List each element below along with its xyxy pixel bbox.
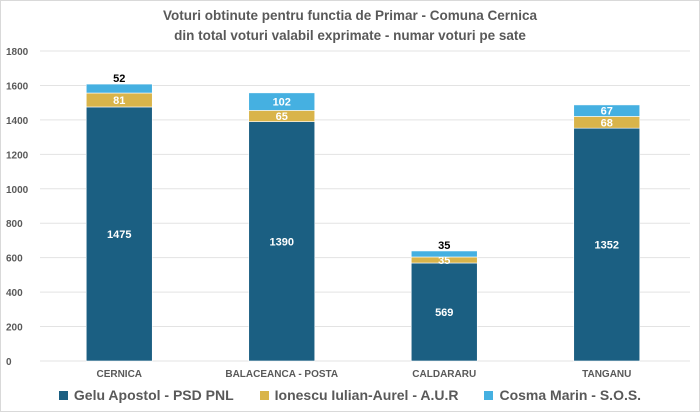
data-label: 68 [601,117,613,129]
legend: Gelu Apostol - PSD PNL Ionescu Iulian-Aur… [0,387,700,403]
data-label: 81 [113,95,125,107]
y-tick-label: 1800 [6,47,29,58]
y-tick-label: 600 [6,254,23,265]
legend-item: Gelu Apostol - PSD PNL [58,387,234,403]
y-tick-label: 800 [6,219,23,230]
bar-segment [248,92,316,111]
legend-swatch [259,390,269,400]
title-line: Voturi obtinute pentru functia de Primar… [162,8,538,23]
bar-segment [85,106,153,362]
data-label: 35 [438,255,450,267]
data-label: 65 [276,111,288,123]
bar-segment [573,127,641,362]
x-tick-label: CERNICA [96,369,142,380]
x-tick-label: BALACEANCA - POSTA [225,369,338,380]
legend-label: Gelu Apostol - PSD PNL [73,387,234,403]
bar-segment [410,262,478,362]
data-label: 1390 [270,236,294,248]
legend-label: Ionescu Iulian-Aurel - A.U.R [274,387,459,403]
x-tick-label: TANGANU [582,369,631,380]
data-label: 1475 [107,229,131,241]
y-tick-label: 200 [6,323,23,334]
data-label: 569 [435,307,453,319]
x-tick-label: CALDARARU [412,369,476,380]
chart-title: Voturi obtinute pentru functia de Primar… [0,6,700,46]
data-label: 52 [113,73,125,85]
y-tick-label: 1200 [6,150,29,161]
y-tick-label: 400 [6,288,23,299]
data-label: 1352 [595,240,619,252]
y-tick-label: 1600 [6,81,29,92]
data-label: 35 [438,240,450,252]
bar-segment [573,104,641,117]
bar-segment [410,250,478,258]
legend-label: Cosma Marin - S.O.S. [499,387,642,403]
legend-swatch [58,390,68,400]
data-label: 67 [601,106,613,118]
subtitle-line: din total voturi valabil exprimate - num… [174,28,526,43]
y-tick-label: 1400 [6,116,29,127]
y-tick-label: 1000 [6,185,29,196]
data-label: 102 [273,97,291,109]
legend-item: Cosma Marin - S.O.S. [484,387,641,403]
bar-segment [85,83,153,94]
y-tick-label: 0 [6,357,12,368]
bar-segment [248,121,316,362]
legend-swatch [484,390,494,400]
legend-item: Ionescu Iulian-Aurel - A.U.R [259,387,459,403]
